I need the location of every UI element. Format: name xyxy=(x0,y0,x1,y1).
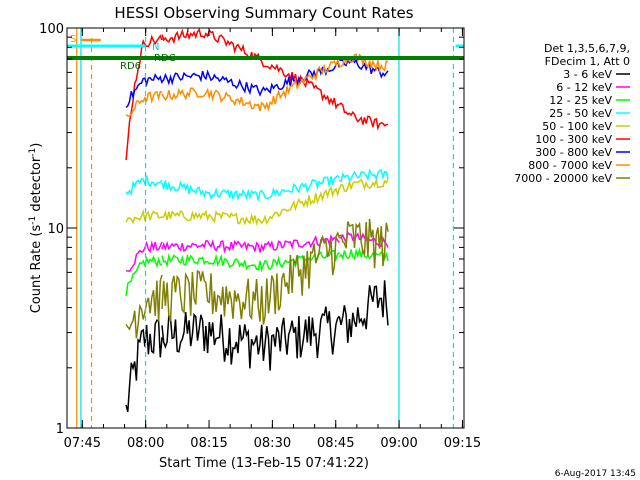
series-line-7-seg-1 xyxy=(161,57,341,112)
y-axis-ticks: 1 10 100 xyxy=(39,22,464,437)
legend-header-0: Det 1,3,5,6,7,9, xyxy=(544,42,630,55)
series-line-5-seg-0 xyxy=(125,34,163,161)
annotation-2: RD6 xyxy=(120,61,141,72)
legend-label-8: 7000 - 20000 keV xyxy=(514,172,612,185)
series-line-5-seg-1 xyxy=(161,27,340,110)
legend: Det 1,3,5,6,7,9,FDecim 1, Att 03 - 6 keV… xyxy=(514,42,630,185)
legend-label-4: 50 - 100 keV xyxy=(542,120,612,133)
series-line-4-seg-1 xyxy=(161,185,341,226)
series-line-0-seg-2 xyxy=(338,280,389,343)
legend-label-6: 300 - 800 keV xyxy=(535,146,612,159)
legend-label-0: 3 - 6 keV xyxy=(563,68,612,81)
x-tick-label-6: 09:15 xyxy=(444,436,481,451)
series-line-6-seg-1 xyxy=(161,59,341,97)
x-tick-label-5: 09:00 xyxy=(380,436,417,451)
series-line-0-seg-1 xyxy=(161,306,340,371)
annotation-0: S xyxy=(70,34,76,45)
x-tick-label-2: 08:15 xyxy=(190,436,227,451)
plot-area: S N RD6 RDC xyxy=(67,27,464,428)
series-line-2-seg-0 xyxy=(125,254,163,297)
series-line-6-seg-0 xyxy=(125,73,163,109)
series-line-8-seg-2 xyxy=(339,218,389,269)
series-line-1-seg-1 xyxy=(161,234,340,254)
series-line-3-seg-2 xyxy=(339,168,389,183)
legend-label-2: 12 - 25 keV xyxy=(549,94,612,107)
x-tick-label-4: 08:45 xyxy=(317,436,354,451)
legend-header-1: FDecim 1, Att 0 xyxy=(545,55,630,68)
series-line-2-seg-2 xyxy=(338,246,389,261)
legend-label-3: 25 - 50 keV xyxy=(549,107,612,120)
series-line-3-seg-1 xyxy=(161,174,340,202)
x-tick-label-1: 08:00 xyxy=(127,436,164,451)
legend-label-7: 800 - 7000 keV xyxy=(528,159,612,172)
series-line-1-seg-0 xyxy=(125,240,163,273)
y-tick-label-2: 100 xyxy=(39,22,64,37)
y-tick-label-1: 10 xyxy=(47,222,64,237)
chart-title: HESSI Observing Summary Count Rates xyxy=(114,4,413,22)
series-line-4-seg-2 xyxy=(338,178,389,193)
series-line-7-seg-0 xyxy=(125,90,163,117)
y-axis-label: Count Rate (s-1 detector-1) xyxy=(28,143,44,314)
y-tick-label-0: 1 xyxy=(56,422,64,437)
series-line-8-seg-1 xyxy=(161,230,341,325)
legend-label-5: 100 - 300 keV xyxy=(535,133,612,146)
x-axis-label: Start Time (13-Feb-15 07:41:22) xyxy=(159,456,369,471)
x-tick-label-3: 08:30 xyxy=(254,436,291,451)
series-line-6-seg-2 xyxy=(339,56,389,79)
annotation-3: RDC xyxy=(154,53,176,64)
date-stamp: 6-Aug-2017 13:45 xyxy=(555,469,636,479)
legend-label-1: 6 - 12 keV xyxy=(556,81,612,94)
series-line-5-seg-2 xyxy=(339,102,389,131)
x-tick-label-0: 07:45 xyxy=(64,436,101,451)
series-line-8-seg-0 xyxy=(125,274,163,339)
x-axis-ticks: 07:45 08:00 08:15 08:30 08:45 09:00 09:15 xyxy=(64,28,481,451)
series-line-3-seg-0 xyxy=(125,175,163,197)
series-line-0-seg-0 xyxy=(125,319,163,412)
plot-frame xyxy=(66,27,465,429)
series-line-4-seg-0 xyxy=(125,208,163,225)
annotation-1: N xyxy=(152,42,159,53)
